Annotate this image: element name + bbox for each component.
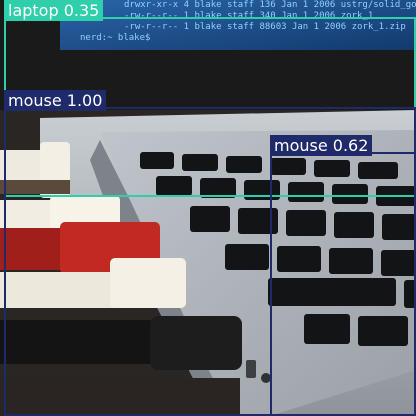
- cable-brown: [0, 180, 70, 194]
- key: [190, 206, 230, 232]
- terminal-prompt: nerd:~ blake$: [80, 33, 150, 43]
- key: [358, 162, 398, 179]
- key: [314, 160, 350, 177]
- key: [332, 184, 368, 204]
- key: [286, 210, 326, 236]
- key: [140, 152, 174, 169]
- key: [182, 154, 218, 171]
- mouse-detection-box: mouse 1.00: [4, 90, 416, 416]
- key: [334, 212, 374, 238]
- terminal-line: drwxr-xr-x 4 blake staff 136 Jan 1 2006 …: [124, 0, 416, 10]
- mouse-detection-label: mouse 0.62: [270, 135, 373, 156]
- keyboard: [140, 152, 416, 346]
- key: [226, 156, 262, 173]
- mouse-detection-label: mouse 1.00: [4, 90, 107, 111]
- key: [277, 246, 321, 272]
- usb-cable-white: [0, 272, 130, 308]
- usb-plug-white: [110, 258, 186, 308]
- terminal-screen: [60, 0, 416, 50]
- terminal-text: drwxr-xr-x 4 blake staff 136 Jan 1 2006 …: [80, 0, 416, 43]
- table-surface: [0, 378, 240, 416]
- key: [238, 208, 278, 234]
- key: [270, 158, 306, 175]
- key: [268, 278, 396, 306]
- laptop-detection-label: laptop 0.35: [4, 0, 104, 21]
- key: [404, 280, 416, 308]
- key: [304, 314, 350, 344]
- key: [329, 248, 373, 274]
- mouse-detection-box: mouse 0.62: [270, 135, 416, 416]
- key: [382, 214, 416, 240]
- key: [200, 178, 236, 198]
- audio-plug-black: [150, 316, 242, 370]
- key: [288, 182, 324, 202]
- key: [156, 176, 192, 196]
- key: [225, 244, 269, 270]
- key: [358, 316, 408, 346]
- audio-port: [261, 373, 271, 383]
- key: [381, 250, 416, 276]
- port: [246, 360, 256, 378]
- terminal-line: -rw-r--r-- 1 blake staff 88603 Jan 1 200…: [124, 22, 406, 32]
- terminal-line: -rw-r--r-- 1 blake staff 340 Jan 1 2006 …: [124, 11, 373, 21]
- cables: [0, 142, 242, 416]
